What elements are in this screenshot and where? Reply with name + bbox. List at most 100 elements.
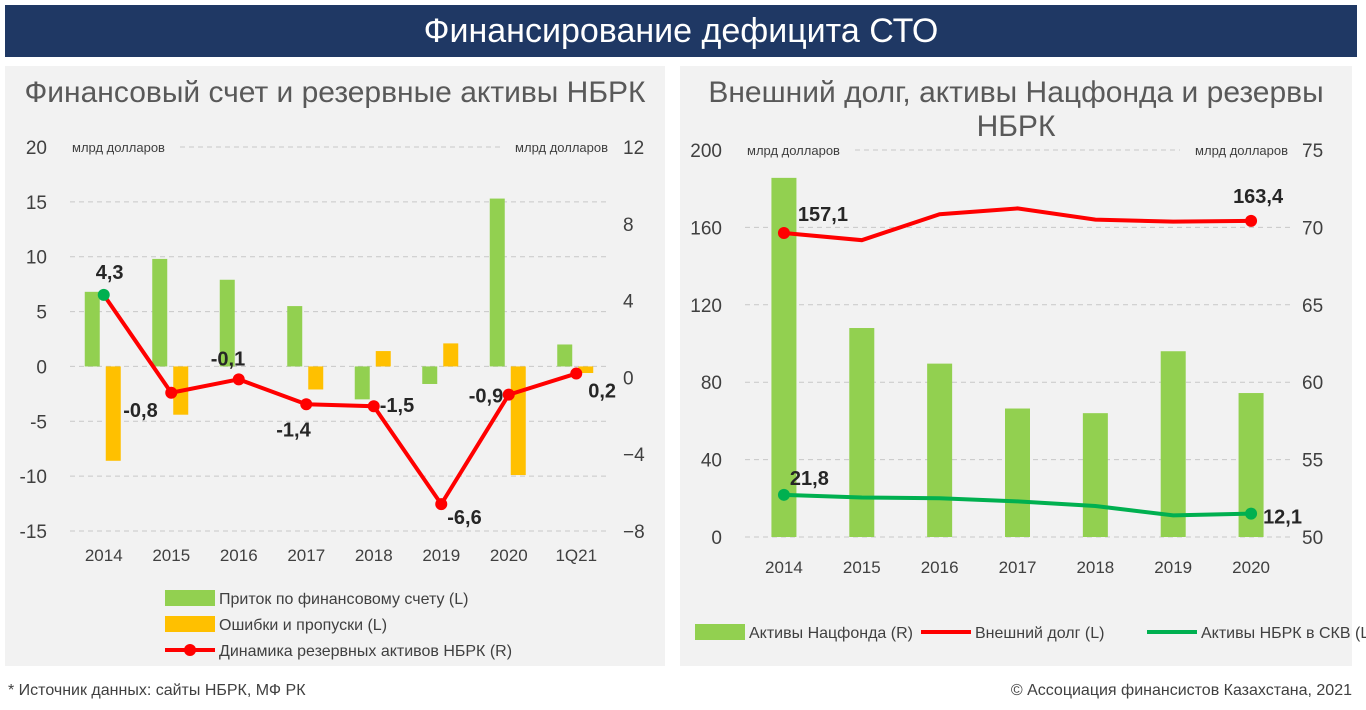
right-axis-tick: 50	[1302, 528, 1323, 549]
x-tick-label: 2020	[490, 546, 528, 565]
bar	[557, 344, 573, 367]
left-axis-unit: млрд долларов	[72, 140, 165, 155]
data-point	[300, 398, 313, 411]
bar	[422, 366, 438, 384]
data-label: 163,4	[1233, 186, 1284, 208]
x-tick-label: 2014	[765, 558, 803, 577]
bar	[927, 363, 953, 537]
data-point	[435, 498, 448, 511]
legend-label: Приток по финансовому счету (L)	[219, 591, 468, 608]
legend-label: Динамика резервных активов НБРК (R)	[219, 643, 512, 660]
data-point	[97, 288, 110, 301]
data-point	[502, 388, 515, 401]
right-axis-unit: млрд долларов	[1195, 143, 1288, 158]
data-point	[777, 488, 790, 501]
legend-label: Активы НБРК в СКВ (L)	[1201, 625, 1366, 642]
x-tick-label: 2018	[355, 546, 393, 565]
series-line	[783, 206, 1252, 243]
data-point	[1245, 507, 1258, 520]
right-axis-tick: 55	[1302, 451, 1323, 472]
bar	[510, 366, 526, 476]
bar	[1160, 351, 1186, 537]
legend-swatch	[165, 616, 215, 632]
bar	[1005, 408, 1030, 537]
bar	[152, 258, 168, 367]
x-tick-label: 2019	[422, 546, 460, 565]
right-axis-unit: млрд долларов	[515, 140, 608, 155]
right-chart-panel: Внешний долг, активы Нацфонда и резервы …	[680, 66, 1366, 666]
x-tick-label: 2018	[1076, 558, 1114, 577]
left-axis-tick: 200	[690, 141, 722, 162]
right-axis-tick: 8	[623, 215, 634, 236]
x-tick-label: 2017	[287, 546, 325, 565]
left-axis-tick: 5	[36, 303, 47, 324]
bar	[287, 306, 303, 367]
left-axis-tick: 20	[26, 138, 47, 159]
legend-label: Ошибки и пропуски (L)	[219, 617, 387, 634]
left-axis-tick: 40	[701, 451, 722, 472]
bar	[489, 198, 505, 367]
page-title: Финансирование дефицита СТО	[5, 5, 1357, 57]
bar	[84, 291, 100, 367]
legend-swatch	[165, 590, 215, 606]
right-axis-tick: 65	[1302, 296, 1323, 317]
left-axis-tick: -15	[20, 522, 47, 543]
data-label: -1,4	[276, 419, 311, 441]
bar	[308, 366, 324, 390]
x-tick-label: 2016	[921, 558, 959, 577]
right-axis-tick: 12	[623, 138, 644, 159]
legend-label: Внешний долг (L)	[975, 625, 1104, 642]
legend-swatch	[695, 624, 745, 640]
data-label: -0,8	[123, 400, 157, 422]
x-tick-label: 2019	[1154, 558, 1192, 577]
series-line	[102, 293, 577, 508]
left-axis-tick: 120	[690, 296, 722, 317]
data-label: 0,2	[588, 381, 616, 403]
right-axis-tick: 0	[623, 368, 634, 389]
data-label: 4,3	[96, 262, 124, 284]
bar	[354, 366, 370, 400]
bar	[375, 351, 391, 367]
data-label: 157,1	[798, 204, 848, 226]
data-label: 21,8	[790, 468, 829, 490]
x-tick-label: 2015	[843, 558, 881, 577]
data-label: 12,1	[1263, 507, 1302, 529]
data-label: -1,5	[380, 395, 414, 417]
right-axis-tick: 60	[1302, 373, 1323, 394]
data-label: -0,1	[211, 348, 245, 370]
left-chart-panel: Финансовый счет и резервные активы НБРК …	[5, 66, 665, 666]
left-chart: 20 млрд долларов млрд долларов 15 10 5 0 -5 -10 -…	[20, 138, 646, 660]
left-axis-tick: -10	[20, 467, 47, 488]
right-chart-title: Внешний долг, активы Нацфонда и резервы …	[708, 76, 1324, 143]
x-tick-label: 2015	[152, 546, 190, 565]
x-tick-label: 2020	[1232, 558, 1270, 577]
right-axis-tick: 4	[623, 292, 634, 313]
data-point	[570, 367, 583, 380]
left-axis-tick: 80	[701, 373, 722, 394]
right-chart: 200 млрд долларов млрд долларов 160 120 80 40 0…	[690, 141, 1366, 642]
right-axis-tick: −4	[623, 445, 645, 466]
left-axis-tick: 15	[26, 193, 47, 214]
series-line	[783, 492, 1252, 518]
source-note: * Источник данных: сайты НБРК, МФ РК	[8, 682, 306, 699]
x-tick-label: 2016	[220, 546, 258, 565]
left-chart-title: Финансовый счет и резервные активы НБРК	[24, 76, 646, 109]
x-tick-label: 1Q21	[555, 546, 597, 565]
bar	[105, 366, 121, 461]
left-axis-unit: млрд долларов	[747, 143, 840, 158]
bar	[578, 366, 594, 374]
right-axis-tick: 70	[1302, 218, 1323, 239]
left-axis-tick: 0	[711, 528, 722, 549]
legend-label: Активы Нацфонда (R)	[749, 625, 913, 642]
bar	[849, 328, 875, 537]
left-axis-tick: 160	[690, 218, 722, 239]
x-tick-label: 2017	[999, 558, 1037, 577]
data-point	[367, 400, 380, 413]
bar	[1082, 413, 1108, 537]
left-axis-tick: 10	[26, 248, 47, 269]
x-tick-label: 2014	[85, 546, 123, 565]
right-axis-tick: −8	[623, 522, 645, 543]
bar	[219, 279, 235, 367]
left-axis-tick: -5	[30, 412, 47, 433]
data-point	[777, 227, 790, 240]
